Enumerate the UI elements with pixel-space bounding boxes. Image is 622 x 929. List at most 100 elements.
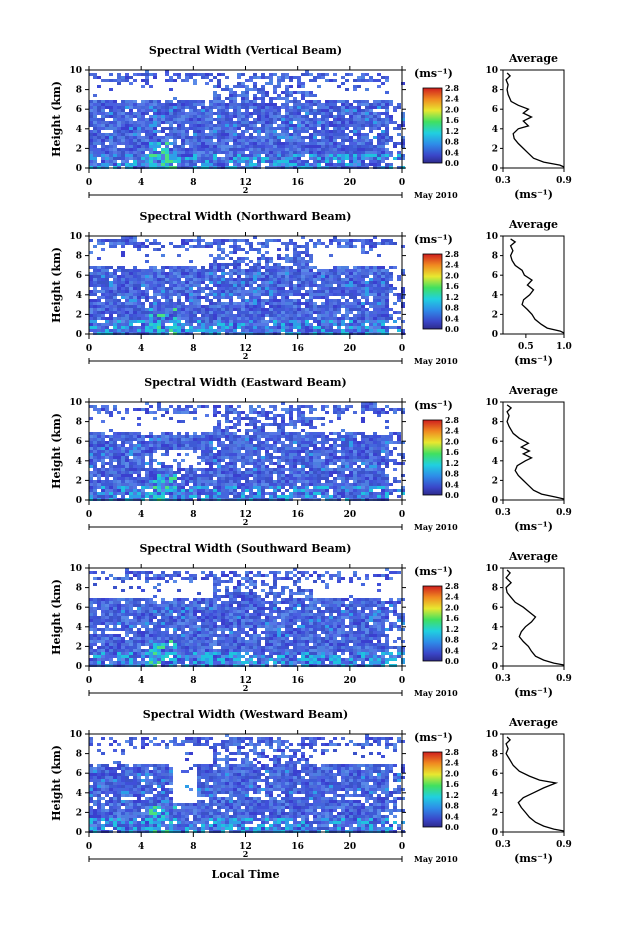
heatmap-cell bbox=[285, 281, 289, 284]
heatmap-cell bbox=[361, 275, 365, 278]
heatmap-cell bbox=[205, 82, 209, 85]
heatmap-cell bbox=[213, 133, 217, 136]
heatmap-cell bbox=[345, 317, 349, 320]
heatmap-cell bbox=[397, 106, 401, 109]
heatmap-cell bbox=[137, 112, 141, 115]
heatmap-cell bbox=[245, 154, 249, 157]
heatmap-cell bbox=[141, 302, 145, 305]
heatmap-cell bbox=[89, 317, 93, 320]
heatmap-cell bbox=[245, 281, 249, 284]
heatmap-cell bbox=[121, 148, 125, 151]
heatmap-cell bbox=[269, 260, 273, 263]
heatmap-cell bbox=[277, 85, 281, 88]
heatmap-cell bbox=[141, 100, 145, 103]
heatmap-cell bbox=[273, 471, 277, 474]
heatmap-cell bbox=[149, 305, 153, 308]
heatmap-cell bbox=[313, 278, 317, 281]
heatmap-cell bbox=[381, 293, 385, 296]
heatmap-cell bbox=[245, 432, 249, 435]
heatmap-cell bbox=[121, 293, 125, 296]
heatmap-cell bbox=[265, 124, 269, 127]
heatmap-cell bbox=[165, 278, 169, 281]
heatmap-cell bbox=[133, 489, 137, 492]
avg-title: Average bbox=[508, 52, 558, 65]
heatmap-cell bbox=[89, 326, 93, 329]
heatmap-cell bbox=[181, 145, 185, 148]
heatmap-cell bbox=[233, 450, 237, 453]
heatmap-cell bbox=[109, 492, 113, 495]
heatmap-cell bbox=[289, 287, 293, 290]
heatmap-cell bbox=[153, 76, 157, 79]
heatmap-cell bbox=[385, 308, 389, 311]
heatmap-cell bbox=[161, 296, 165, 299]
heatmap-cell bbox=[97, 118, 101, 121]
heatmap-cell bbox=[277, 145, 281, 148]
heatmap-cell bbox=[137, 160, 141, 163]
day-label: 2 bbox=[243, 351, 249, 361]
heatmap-cell bbox=[105, 121, 109, 124]
heatmap-cell bbox=[333, 290, 337, 293]
heatmap-cell bbox=[249, 305, 253, 308]
heatmap-cell bbox=[161, 154, 165, 157]
heatmap-cell bbox=[361, 103, 365, 106]
heatmap-cell bbox=[301, 293, 305, 296]
heatmap-cell bbox=[337, 284, 341, 287]
heatmap-cell bbox=[293, 130, 297, 133]
heatmap-cell bbox=[253, 82, 257, 85]
heatmap-cell bbox=[205, 305, 209, 308]
heatmap-cell bbox=[153, 112, 157, 115]
heatmap-cell bbox=[149, 329, 153, 332]
heatmap-cell bbox=[117, 73, 121, 76]
heatmap-cell bbox=[381, 299, 385, 302]
heatmap-cell bbox=[209, 281, 213, 284]
heatmap-cell bbox=[397, 154, 401, 157]
heatmap-cell bbox=[209, 468, 213, 471]
heatmap-cell bbox=[217, 468, 221, 471]
heatmap-cell bbox=[341, 269, 345, 272]
heatmap-cell bbox=[145, 245, 149, 248]
heatmap-cell bbox=[281, 266, 285, 269]
heatmap-cell bbox=[253, 130, 257, 133]
heatmap-cell bbox=[365, 154, 369, 157]
heatmap-cell bbox=[273, 486, 277, 489]
heatmap-cell bbox=[317, 323, 321, 326]
heatmap-cell bbox=[193, 130, 197, 133]
heatmap-cell bbox=[217, 112, 221, 115]
heatmap-cell bbox=[345, 290, 349, 293]
heatmap-cell bbox=[165, 79, 169, 82]
heatmap-cell bbox=[233, 462, 237, 465]
heatmap-cell bbox=[125, 468, 129, 471]
heatmap-cell bbox=[277, 266, 281, 269]
heatmap-cell bbox=[277, 278, 281, 281]
heatmap-cell bbox=[265, 320, 269, 323]
heatmap-cell bbox=[257, 278, 261, 281]
heatmap-cell bbox=[313, 272, 317, 275]
heatmap-cell bbox=[277, 447, 281, 450]
heatmap-cell bbox=[185, 432, 189, 435]
heatmap-cell bbox=[281, 456, 285, 459]
heatmap-cell bbox=[177, 305, 181, 308]
heatmap-cell bbox=[257, 157, 261, 160]
heatmap-cell bbox=[229, 157, 233, 160]
heatmap-cell bbox=[357, 148, 361, 151]
heatmap-cell bbox=[145, 142, 149, 145]
heatmap-cell bbox=[401, 118, 405, 121]
heatmap-cell bbox=[325, 127, 329, 130]
heatmap-cell bbox=[137, 438, 141, 441]
heatmap-cell bbox=[137, 477, 141, 480]
colorbar-tick-label: 1.2 bbox=[445, 126, 459, 136]
heatmap-cell bbox=[329, 145, 333, 148]
heatmap-cell bbox=[241, 438, 245, 441]
heatmap-cell bbox=[229, 426, 233, 429]
heatmap-cell bbox=[213, 94, 217, 97]
heatmap-cell bbox=[373, 112, 377, 115]
heatmap-cell bbox=[141, 103, 145, 106]
heatmap-cell bbox=[105, 474, 109, 477]
heatmap-cell bbox=[369, 148, 373, 151]
heatmap-cell bbox=[373, 160, 377, 163]
heatmap-cell bbox=[245, 329, 249, 332]
heatmap-cell bbox=[117, 450, 121, 453]
heatmap-cell bbox=[341, 302, 345, 305]
heatmap-cell bbox=[189, 486, 193, 489]
heatmap-cell bbox=[369, 278, 373, 281]
